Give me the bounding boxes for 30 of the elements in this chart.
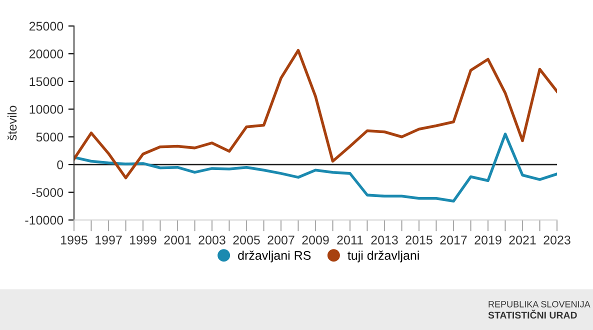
x-tick-label: 2019 <box>474 236 502 244</box>
y-tick-label: 5000 <box>36 132 64 142</box>
x-tick-label: 2021 <box>509 236 536 244</box>
x-tick-label: 1999 <box>130 236 156 244</box>
y-tick-label: 0 <box>57 160 64 170</box>
line-series <box>74 49 557 180</box>
x-tick-label: 2015 <box>406 236 432 244</box>
y-tick-label: 25000 <box>29 22 64 31</box>
text: STATISTIČNI URAD <box>488 310 577 319</box>
legend-label: državljani RS <box>238 250 311 262</box>
x-tick-label: 2023 <box>544 236 570 244</box>
x-tick-label: 2017 <box>440 236 467 244</box>
y-tick-label: 10000 <box>30 104 64 114</box>
text: REPUBLIKA SLOVENIJA <box>488 301 590 308</box>
y-tick-label: 15000 <box>30 77 64 86</box>
x-tick-label: 1997 <box>96 236 122 244</box>
x-tick-label: 1995 <box>61 236 88 244</box>
legend-label: tuji državljani <box>348 250 419 262</box>
y-tick-label: 20000 <box>29 50 64 58</box>
x-tick-label: 2011 <box>337 236 363 244</box>
x-tick-label: 2001 <box>164 236 191 244</box>
x-tick-label: 2007 <box>268 236 294 244</box>
line-series <box>74 132 557 203</box>
y-axis-title: število <box>7 106 17 140</box>
x-tick-label: 2009 <box>302 236 329 244</box>
x-tick-label: 2013 <box>371 236 398 244</box>
y-tick-label: -5000 <box>32 188 64 197</box>
y-tick-label: -10000 <box>25 216 64 225</box>
x-tick-label: 2005 <box>233 236 260 244</box>
x-tick-label: 2003 <box>198 236 226 244</box>
